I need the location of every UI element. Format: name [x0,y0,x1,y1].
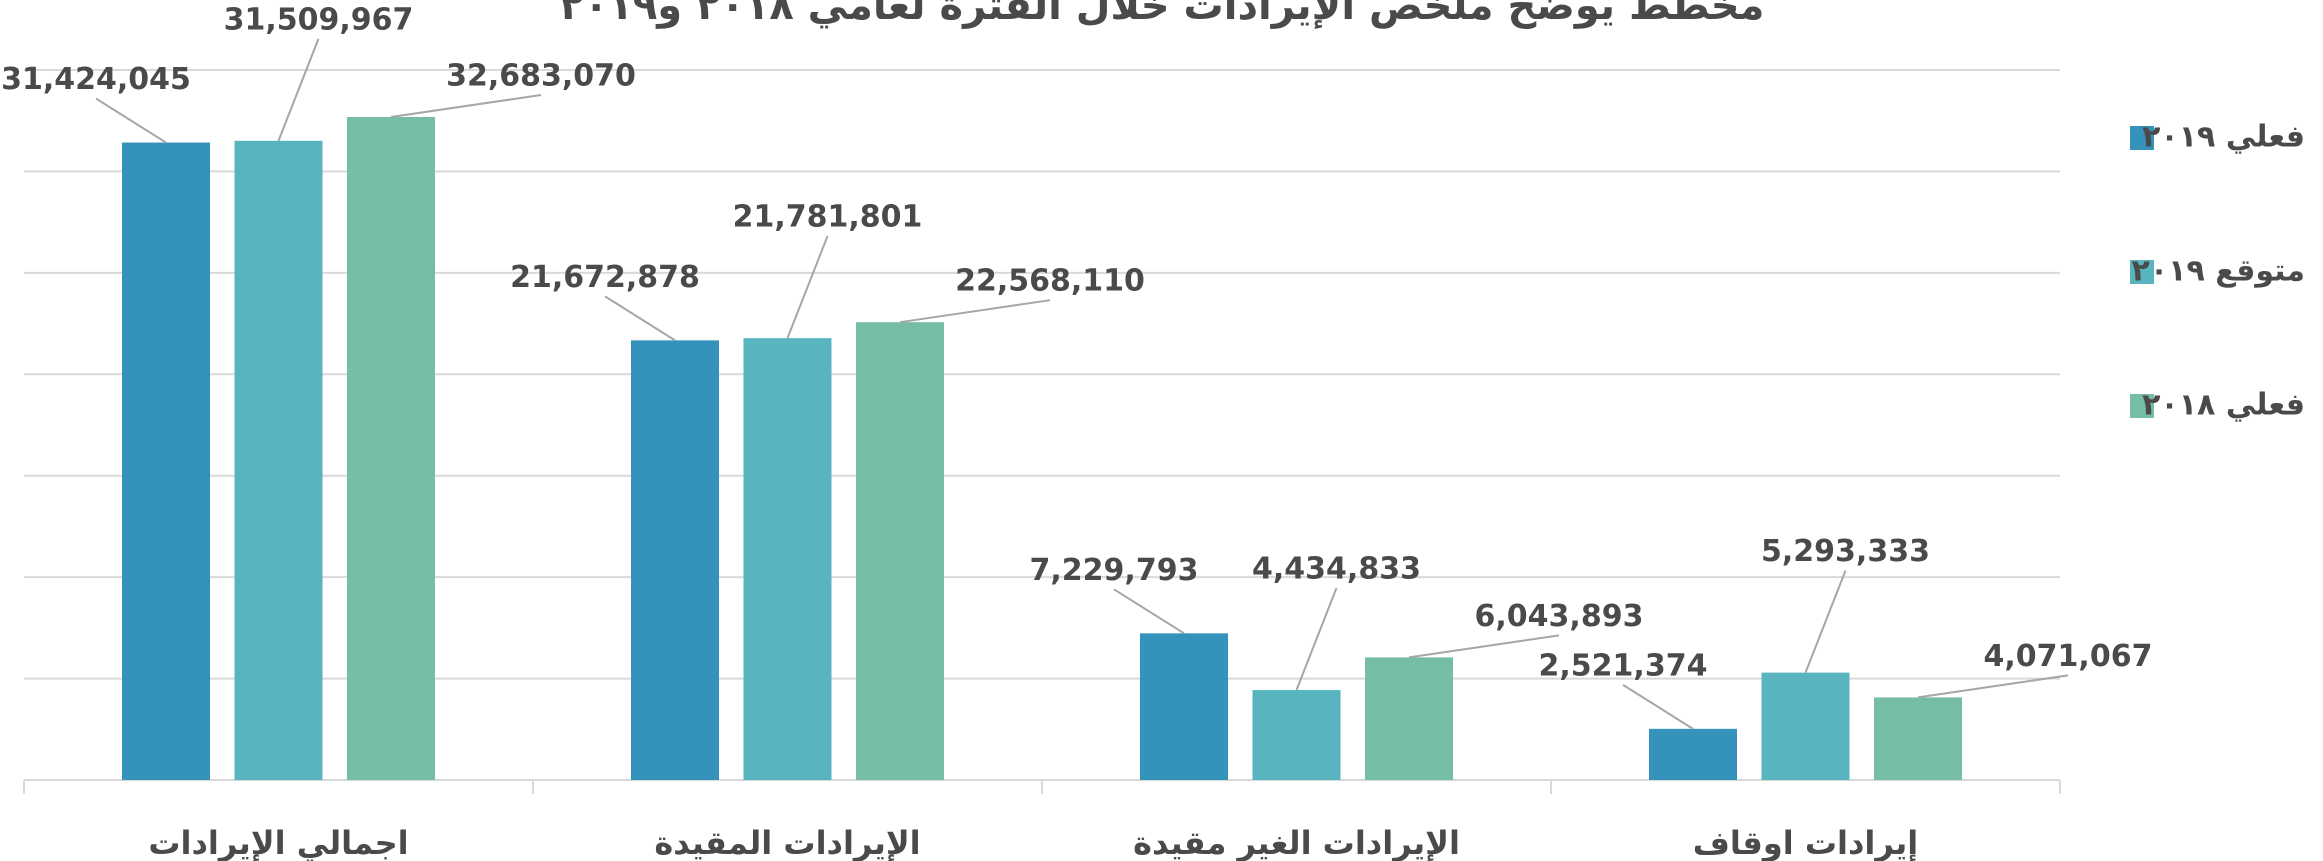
legend-swatch [2130,260,2154,284]
bar [1365,657,1453,780]
data-label: 4,071,067 [1984,639,2153,674]
data-label: 31,424,045 [1,62,191,97]
legend-label: فعلي ٢٠١٩ [2142,120,2305,155]
legend-label: فعلي ٢٠١٨ [2142,388,2305,423]
bar [631,340,719,780]
bar [234,140,323,781]
x-tick-label: اجمالي الإيرادات [148,824,408,861]
leader-line [786,235,829,339]
legend-swatch [2130,394,2154,418]
data-label: 7,229,793 [1030,553,1199,588]
leader-line [1804,570,1847,673]
legend-swatch [2130,126,2154,150]
bar [1140,633,1228,780]
x-tick-label: إيرادات اوقاف [1693,824,1919,861]
data-label: 31,509,967 [224,2,414,37]
leader-line [1113,588,1185,635]
data-label: 32,683,070 [446,59,636,94]
bar [122,142,210,781]
bar [1252,690,1341,780]
leader-line [604,295,676,342]
legend-label: متوقع ٢٠١٩ [2132,254,2305,289]
data-label: 4,434,833 [1252,552,1421,587]
leader-line [1622,684,1694,730]
data-label: 21,781,801 [733,200,923,235]
data-label: 21,672,878 [510,260,700,295]
leader-line [1295,587,1338,691]
leader-line [899,299,1051,324]
x-tick-label: الإيرادات المقيدة [654,824,920,861]
bar [743,338,832,780]
data-label: 5,293,333 [1761,534,1930,569]
leader-line [1408,634,1560,659]
bar [1649,728,1737,780]
leader-line [95,97,167,144]
data-label: 6,043,893 [1475,599,1644,634]
data-label: 22,568,110 [955,264,1145,299]
leader-line [390,94,542,118]
bar [1874,697,1962,780]
bar [856,322,944,780]
leader-line [1917,674,2069,699]
data-label: 2,521,374 [1539,648,1708,683]
bar [1761,672,1850,780]
chart-title: مخطط يوضح ملخص الإيرادات خلال الفترة لعا… [560,0,1765,29]
x-tick-label: الإيرادات الغير مقيدة [1133,824,1460,861]
bar [347,117,435,780]
leader-line [277,38,320,142]
